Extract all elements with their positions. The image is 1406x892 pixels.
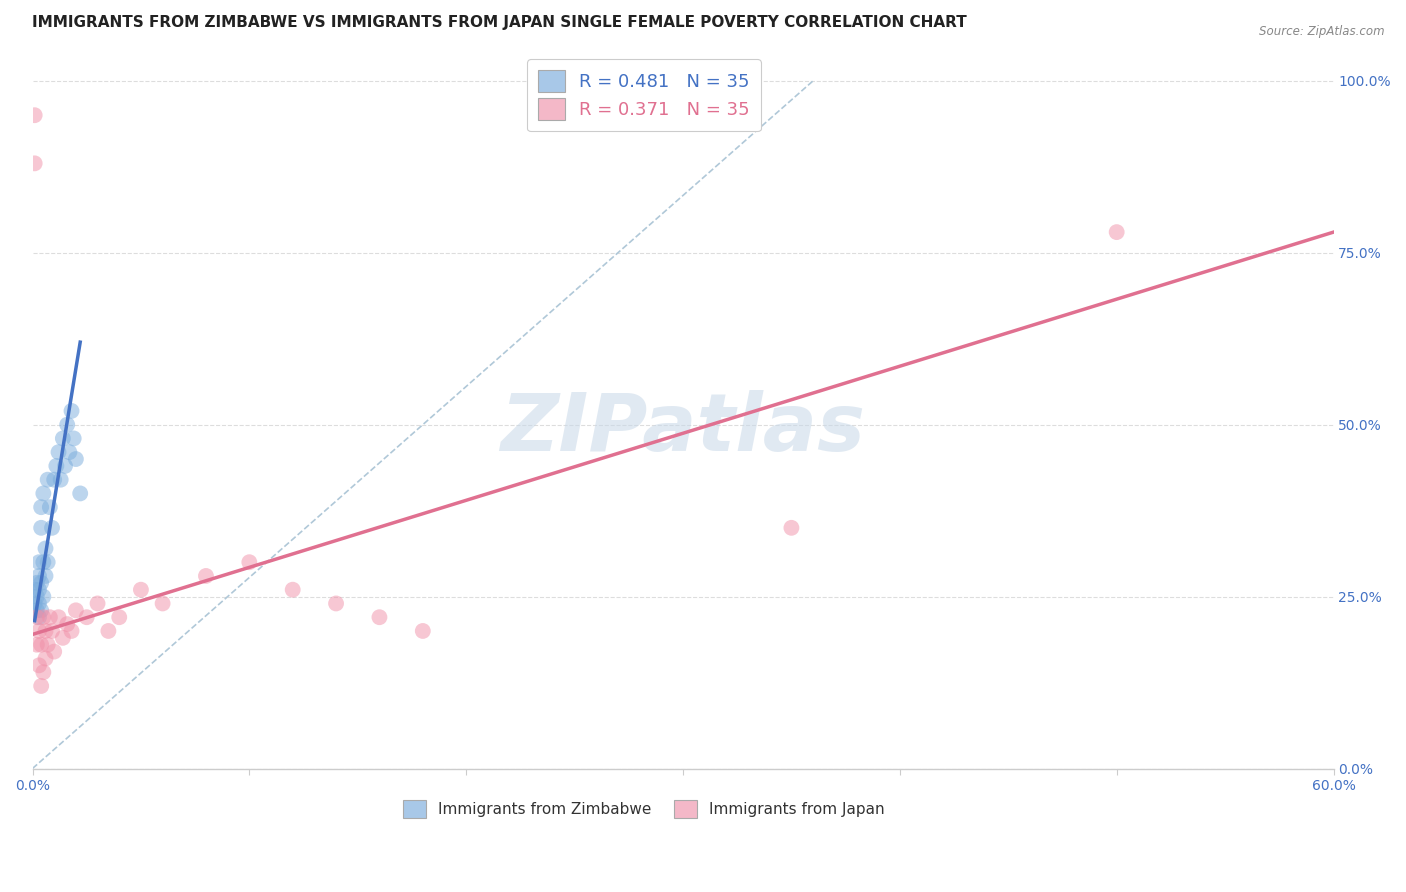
- Point: [65, 452, 87, 467]
- Point: [58, 445, 80, 459]
- Point: [24, 108, 46, 122]
- Point: [45, 458, 67, 473]
- Point: [60, 404, 83, 418]
- Point: [28, 658, 51, 673]
- Point: [780, 521, 803, 535]
- Point: [30, 603, 52, 617]
- Point: [32, 555, 55, 569]
- Point: [25, 575, 48, 590]
- Point: [48, 445, 70, 459]
- Point: [34, 569, 56, 583]
- Point: [30, 521, 52, 535]
- Point: [28, 569, 51, 583]
- Point: [62, 431, 84, 445]
- Point: [69, 486, 91, 500]
- Point: [24, 582, 46, 597]
- Point: [32, 486, 55, 500]
- Point: [32, 665, 55, 680]
- Point: [32, 590, 55, 604]
- Legend: Immigrants from Zimbabwe, Immigrants from Japan: Immigrants from Zimbabwe, Immigrants fro…: [395, 792, 893, 826]
- Point: [25, 638, 48, 652]
- Point: [56, 617, 79, 632]
- Point: [52, 431, 75, 445]
- Point: [44, 473, 66, 487]
- Point: [30, 679, 52, 693]
- Point: [37, 638, 59, 652]
- Point: [25, 610, 48, 624]
- Point: [25, 603, 48, 617]
- Point: [24, 156, 46, 170]
- Point: [24, 597, 46, 611]
- Point: [38, 500, 60, 515]
- Point: [32, 610, 55, 624]
- Text: Source: ZipAtlas.com: Source: ZipAtlas.com: [1260, 25, 1385, 38]
- Point: [41, 624, 63, 638]
- Point: [37, 473, 59, 487]
- Point: [76, 610, 98, 624]
- Point: [56, 417, 79, 432]
- Point: [28, 597, 51, 611]
- Point: [238, 555, 260, 569]
- Point: [34, 624, 56, 638]
- Point: [30, 575, 52, 590]
- Point: [34, 651, 56, 665]
- Point: [86, 597, 108, 611]
- Point: [97, 624, 120, 638]
- Point: [65, 603, 87, 617]
- Point: [194, 569, 217, 583]
- Point: [48, 610, 70, 624]
- Point: [44, 644, 66, 658]
- Point: [60, 624, 83, 638]
- Text: IMMIGRANTS FROM ZIMBABWE VS IMMIGRANTS FROM JAPAN SINGLE FEMALE POVERTY CORRELAT: IMMIGRANTS FROM ZIMBABWE VS IMMIGRANTS F…: [32, 15, 967, 30]
- Point: [325, 597, 347, 611]
- Point: [53, 458, 76, 473]
- Point: [49, 473, 72, 487]
- Point: [412, 624, 434, 638]
- Point: [25, 590, 48, 604]
- Point: [37, 555, 59, 569]
- Point: [34, 541, 56, 556]
- Point: [1105, 225, 1128, 239]
- Point: [38, 610, 60, 624]
- Point: [30, 638, 52, 652]
- Point: [281, 582, 304, 597]
- Point: [28, 624, 51, 638]
- Point: [28, 555, 51, 569]
- Point: [28, 582, 51, 597]
- Point: [30, 500, 52, 515]
- Point: [368, 610, 391, 624]
- Point: [52, 631, 75, 645]
- Point: [152, 597, 174, 611]
- Point: [41, 521, 63, 535]
- Point: [28, 610, 51, 624]
- Point: [108, 610, 131, 624]
- Point: [129, 582, 152, 597]
- Text: ZIPatlas: ZIPatlas: [501, 390, 866, 468]
